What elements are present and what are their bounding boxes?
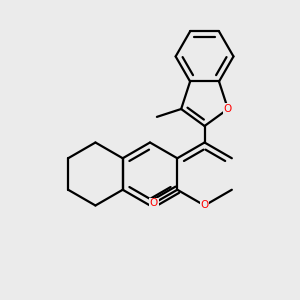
- Text: O: O: [150, 198, 158, 208]
- Text: O: O: [224, 104, 232, 114]
- Text: O: O: [200, 200, 209, 211]
